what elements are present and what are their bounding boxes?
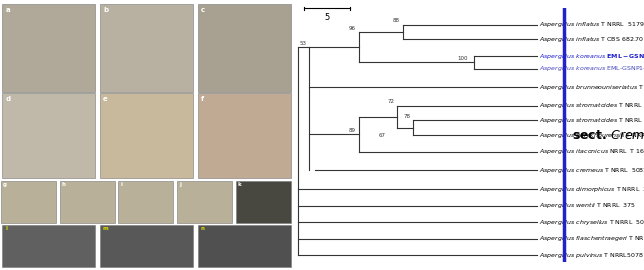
Text: 100: 100	[458, 56, 468, 61]
Text: $\mathit{Aspergillus\ chrysellus}$ T NRRL  5084: $\mathit{Aspergillus\ chrysellus}$ T NRR…	[540, 218, 644, 227]
Text: l: l	[5, 226, 7, 231]
Text: c: c	[201, 7, 205, 13]
Text: 72: 72	[387, 99, 394, 104]
Text: d: d	[5, 96, 10, 102]
Text: sect. $\mathit{Cremei}$: sect. $\mathit{Cremei}$	[572, 128, 644, 142]
Bar	[60, 181, 115, 223]
Text: $\mathit{Aspergillus\ inflatus}$ T CBS 682.70: $\mathit{Aspergillus\ inflatus}$ T CBS 6…	[540, 35, 644, 44]
Bar	[3, 93, 95, 178]
Text: $\mathit{Aspergillus\ koreanus}$ EML-GSNP1-2: $\mathit{Aspergillus\ koreanus}$ EML-GSN…	[540, 64, 644, 73]
Text: 88: 88	[393, 18, 400, 23]
Text: n: n	[201, 226, 205, 231]
Text: 78: 78	[404, 114, 411, 119]
Text: g: g	[3, 182, 7, 187]
Bar	[3, 225, 95, 267]
Text: $\mathit{Aspergillus\ flaschentraegeri}$ T NRRL  5042: $\mathit{Aspergillus\ flaschentraegeri}$…	[540, 234, 644, 243]
Bar	[198, 93, 290, 178]
Bar	[236, 181, 290, 223]
Text: $\mathit{Aspergillus\ stromatoides}$ T NRRL  5501: $\mathit{Aspergillus\ stromatoides}$ T N…	[540, 102, 644, 110]
Text: m: m	[103, 226, 109, 231]
Text: k: k	[238, 182, 241, 187]
Text: 89: 89	[349, 127, 356, 133]
Bar	[198, 4, 290, 92]
Text: $\mathit{Aspergillus\ wentii}$ T NRRL  375: $\mathit{Aspergillus\ wentii}$ T NRRL 37…	[540, 201, 636, 210]
Text: 96: 96	[349, 26, 356, 31]
Bar	[1, 181, 56, 223]
Text: 67: 67	[379, 133, 386, 138]
Text: $\mathit{Aspergillus\ stromatoides}$ T NRRL  4519: $\mathit{Aspergillus\ stromatoides}$ T N…	[540, 116, 644, 125]
Text: $\mathit{Aspergillus\ dimorphicus}$ T NRRL  3650: $\mathit{Aspergillus\ dimorphicus}$ T NR…	[540, 184, 644, 194]
Text: $\mathbf{\mathit{Aspergillus\ koreanus}}$ $\mathbf{EML-GSNP1-1}$: $\mathbf{\mathit{Aspergillus\ koreanus}}…	[540, 52, 644, 60]
Text: $\mathit{Aspergillus\ cremeus}$ T NRRL  5081: $\mathit{Aspergillus\ cremeus}$ T NRRL 5…	[540, 166, 644, 175]
Text: $\mathit{Aspergillus\ inflatus}$ T NRRL  5179: $\mathit{Aspergillus\ inflatus}$ T NRRL …	[540, 21, 644, 29]
Text: j: j	[179, 182, 181, 187]
Bar	[118, 181, 173, 223]
Text: 53: 53	[299, 40, 307, 46]
Text: e: e	[103, 96, 108, 102]
Text: 5: 5	[325, 14, 330, 22]
Text: $\mathit{Aspergillus\ pulvinus}$ T NRRL5078: $\mathit{Aspergillus\ pulvinus}$ T NRRL5…	[540, 251, 644, 260]
Text: a: a	[5, 7, 10, 13]
Bar	[100, 4, 193, 92]
Bar	[198, 225, 290, 267]
Text: h: h	[62, 182, 66, 187]
Bar	[100, 93, 193, 178]
Text: $\mathit{Aspergillus\ brunneouniseriatus}$ T NRRL  4273: $\mathit{Aspergillus\ brunneouniseriatus…	[540, 83, 644, 92]
Text: i: i	[120, 182, 122, 187]
Text: $\mathit{Aspergillus\ gorakhpurensis}$ T NRRL  3649: $\mathit{Aspergillus\ gorakhpurensis}$ T…	[540, 130, 644, 140]
Text: $\mathit{Aspergillus\ itaconicus}$ NRRL  T 161: $\mathit{Aspergillus\ itaconicus}$ NRRL …	[540, 147, 644, 156]
Bar	[3, 4, 95, 92]
Bar	[100, 225, 193, 267]
Text: b: b	[103, 7, 108, 13]
Text: f: f	[201, 96, 204, 102]
Bar	[177, 181, 232, 223]
